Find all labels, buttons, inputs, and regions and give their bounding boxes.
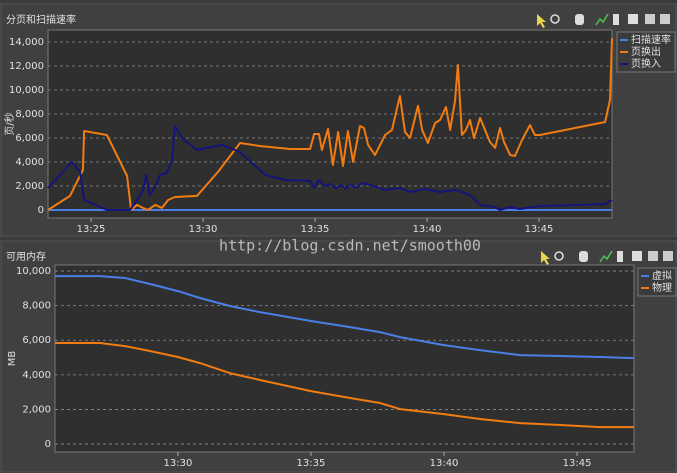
legend-label: 扫描速率 (631, 33, 671, 46)
x-tick-label: 13:45 (563, 458, 592, 469)
y-axis-label: 页/秒 (3, 112, 16, 135)
x-tick-label: 13:30 (164, 458, 193, 469)
y-tick-label: 6,000 (15, 133, 44, 144)
series-line (47, 37, 613, 211)
y-tick-label: 6,000 (22, 335, 51, 346)
zoom-tool[interactable] (550, 14, 560, 24)
y-tick-label: 14,000 (9, 37, 44, 48)
chart-tool[interactable] (595, 13, 609, 26)
save-tool[interactable] (645, 14, 655, 24)
series-line (55, 275, 635, 360)
x-tick-label: 13:35 (301, 224, 330, 235)
legend-box (637, 267, 677, 297)
y-tick-label: 10,000 (9, 85, 44, 96)
legend-label: 页换入 (631, 57, 661, 70)
save-tool[interactable] (648, 251, 658, 261)
plot-area (47, 29, 613, 219)
x-tick-label: 13:45 (525, 224, 554, 235)
x-tick-label: 13:40 (430, 458, 459, 469)
zoom-tool[interactable] (554, 251, 564, 261)
pan-tool[interactable] (575, 14, 584, 25)
y-tick-label: 4,000 (22, 370, 51, 381)
y-tick-label: 8,000 (15, 109, 44, 120)
pan-tool[interactable] (579, 251, 588, 262)
copy-tool[interactable] (660, 14, 670, 24)
toolbar[interactable] (537, 13, 670, 28)
series-line (55, 342, 634, 429)
series-line (47, 125, 613, 211)
x-tick-label: 13:40 (413, 224, 442, 235)
pointer-tool[interactable] (541, 251, 550, 265)
pointer-tool[interactable] (537, 14, 546, 28)
y-tick-label: 8,000 (22, 301, 51, 312)
y-tick-label: 4,000 (15, 157, 44, 168)
x-tick-label: 13:25 (77, 224, 106, 235)
y-axis-label: MB (7, 351, 18, 367)
y-tick-label: 2,000 (15, 181, 44, 192)
settings-tool[interactable] (617, 251, 623, 262)
table-tool[interactable] (628, 14, 638, 24)
y-tick-label: 10,000 (16, 266, 51, 277)
settings-tool[interactable] (613, 14, 619, 25)
legend-label: 物理 (652, 281, 672, 294)
plot-area (54, 264, 635, 453)
y-tick-label: 0 (38, 205, 44, 216)
chart-title: 可用内存 (6, 250, 46, 263)
x-tick-label: 13:30 (189, 224, 218, 235)
copy-tool[interactable] (663, 251, 673, 261)
y-tick-label: 12,000 (9, 61, 44, 72)
y-tick-label: 2,000 (22, 404, 51, 415)
x-tick-label: 13:35 (297, 458, 326, 469)
legend-label: 虚拟 (652, 269, 672, 282)
y-tick-label: 0 (45, 439, 51, 450)
watermark: http://blog.csdn.net/smooth00 (219, 237, 481, 255)
table-tool[interactable] (632, 251, 642, 261)
chart-title: 分页和扫描速率 (6, 13, 76, 26)
chart-tool[interactable] (599, 250, 613, 263)
legend-label: 页换出 (631, 45, 661, 58)
toolbar[interactable] (541, 250, 673, 265)
